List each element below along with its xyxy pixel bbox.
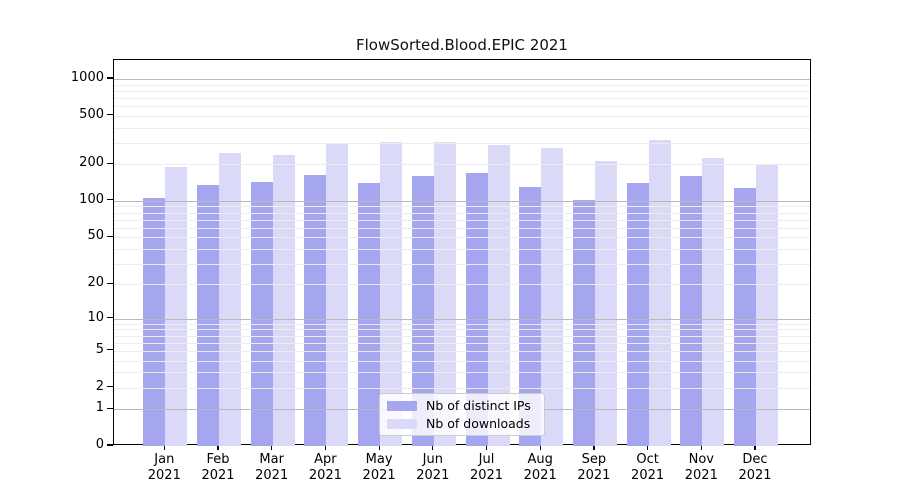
bar-nb-of-distinct-ips-may-2021 xyxy=(358,183,381,446)
x-tick-12 xyxy=(754,445,756,450)
legend-swatch-downloads xyxy=(387,418,417,429)
y-tick-200 xyxy=(107,162,113,164)
x-tick-label-jul: Jul 2021 xyxy=(469,452,504,483)
x-tick-label-jun: Jun 2021 xyxy=(416,452,450,483)
y-tick-5 xyxy=(107,349,113,351)
x-tick-label-jan: Jan 2021 xyxy=(147,452,181,483)
x-tick-label-may: May 2021 xyxy=(362,452,396,483)
y-tick-label-2: 2 xyxy=(95,378,104,394)
x-tick-10 xyxy=(647,445,649,450)
y-tick-10 xyxy=(107,317,113,319)
x-tick-label-nov: Nov 2021 xyxy=(684,452,718,483)
x-tick-3 xyxy=(271,445,273,450)
y-tick-100 xyxy=(107,199,113,201)
plot-area: Nb of distinct IPs Nb of downloads xyxy=(113,59,811,446)
bar-nb-of-downloads-jan-2021 xyxy=(165,167,188,446)
x-tick-7 xyxy=(485,445,488,450)
bar-nb-of-downloads-aug-2021 xyxy=(541,148,564,446)
y-tick-label-0: 0 xyxy=(95,437,104,452)
bar-nb-of-downloads-mar-2021 xyxy=(272,154,295,446)
y-tick-0 xyxy=(107,444,113,446)
bar-nb-of-distinct-ips-oct-2021 xyxy=(626,182,649,446)
bar-nb-of-distinct-ips-apr-2021 xyxy=(304,174,327,446)
x-tick-5 xyxy=(378,445,380,450)
legend-label-downloads: Nb of downloads xyxy=(426,415,531,431)
bar-nb-of-downloads-feb-2021 xyxy=(219,152,241,446)
y-tick-label-50: 50 xyxy=(87,228,104,244)
bar-nb-of-downloads-jun-2021 xyxy=(433,141,456,446)
y-tick-500 xyxy=(107,114,113,116)
bar-nb-of-downloads-apr-2021 xyxy=(326,144,349,446)
y-tick-1000 xyxy=(107,77,113,79)
bar-nb-of-distinct-ips-sep-2021 xyxy=(572,200,595,446)
x-tick-label-sep: Sep 2021 xyxy=(577,452,611,483)
legend-item: Nb of distinct IPs xyxy=(387,397,536,413)
chart-title: FlowSorted.Blood.EPIC 2021 xyxy=(356,36,568,54)
y-tick-label-20: 20 xyxy=(87,275,104,291)
x-tick-label-oct: Oct 2021 xyxy=(631,452,665,483)
x-tick-9 xyxy=(593,445,595,450)
x-tick-label-dec: Dec 2021 xyxy=(738,452,772,483)
bar-nb-of-distinct-ips-feb-2021 xyxy=(197,185,219,446)
legend-label-distinct-ips: Nb of distinct IPs xyxy=(426,397,531,413)
bar-nb-of-downloads-oct-2021 xyxy=(648,140,671,446)
y-tick-1 xyxy=(107,407,113,409)
x-tick-label-apr: Apr 2021 xyxy=(308,452,342,483)
bar-nb-of-downloads-sep-2021 xyxy=(594,160,617,446)
bar-nb-of-downloads-dec-2021 xyxy=(756,165,778,446)
y-tick-label-1000: 1000 xyxy=(70,70,104,85)
y-tick-2 xyxy=(107,386,113,388)
bar-nb-of-distinct-ips-aug-2021 xyxy=(519,187,542,446)
legend-swatch-distinct-ips xyxy=(387,400,417,411)
y-tick-label-5: 5 xyxy=(95,341,104,357)
y-tick-label-1: 1 xyxy=(95,400,104,416)
y-tick-label-100: 100 xyxy=(79,191,104,207)
x-tick-11 xyxy=(700,445,702,450)
y-tick-20 xyxy=(107,282,113,284)
x-tick-6 xyxy=(432,445,434,450)
x-tick-8 xyxy=(539,445,541,450)
y-tick-label-200: 200 xyxy=(79,155,104,171)
bar-nb-of-downloads-nov-2021 xyxy=(702,157,725,446)
y-tick-label-500: 500 xyxy=(79,106,104,122)
bar-nb-of-distinct-ips-nov-2021 xyxy=(680,176,703,446)
bar-nb-of-distinct-ips-dec-2021 xyxy=(734,187,756,446)
x-tick-label-aug: Aug 2021 xyxy=(523,452,557,483)
legend: Nb of distinct IPs Nb of downloads xyxy=(379,393,545,436)
bar-nb-of-distinct-ips-jul-2021 xyxy=(465,172,488,446)
bar-nb-of-distinct-ips-jun-2021 xyxy=(411,176,434,446)
y-tick-label-10: 10 xyxy=(87,309,104,325)
x-tick-label-mar: Mar 2021 xyxy=(255,452,289,483)
bar-nb-of-downloads-may-2021 xyxy=(380,141,403,446)
legend-item: Nb of downloads xyxy=(387,415,536,431)
y-tick-50 xyxy=(107,235,113,237)
x-tick-4 xyxy=(324,445,327,450)
bar-nb-of-distinct-ips-mar-2021 xyxy=(250,182,273,446)
x-tick-1 xyxy=(163,445,165,450)
x-tick-label-feb: Feb 2021 xyxy=(201,452,235,483)
bar-nb-of-distinct-ips-jan-2021 xyxy=(143,198,166,446)
bars-layer xyxy=(114,60,810,446)
x-tick-2 xyxy=(217,445,219,450)
